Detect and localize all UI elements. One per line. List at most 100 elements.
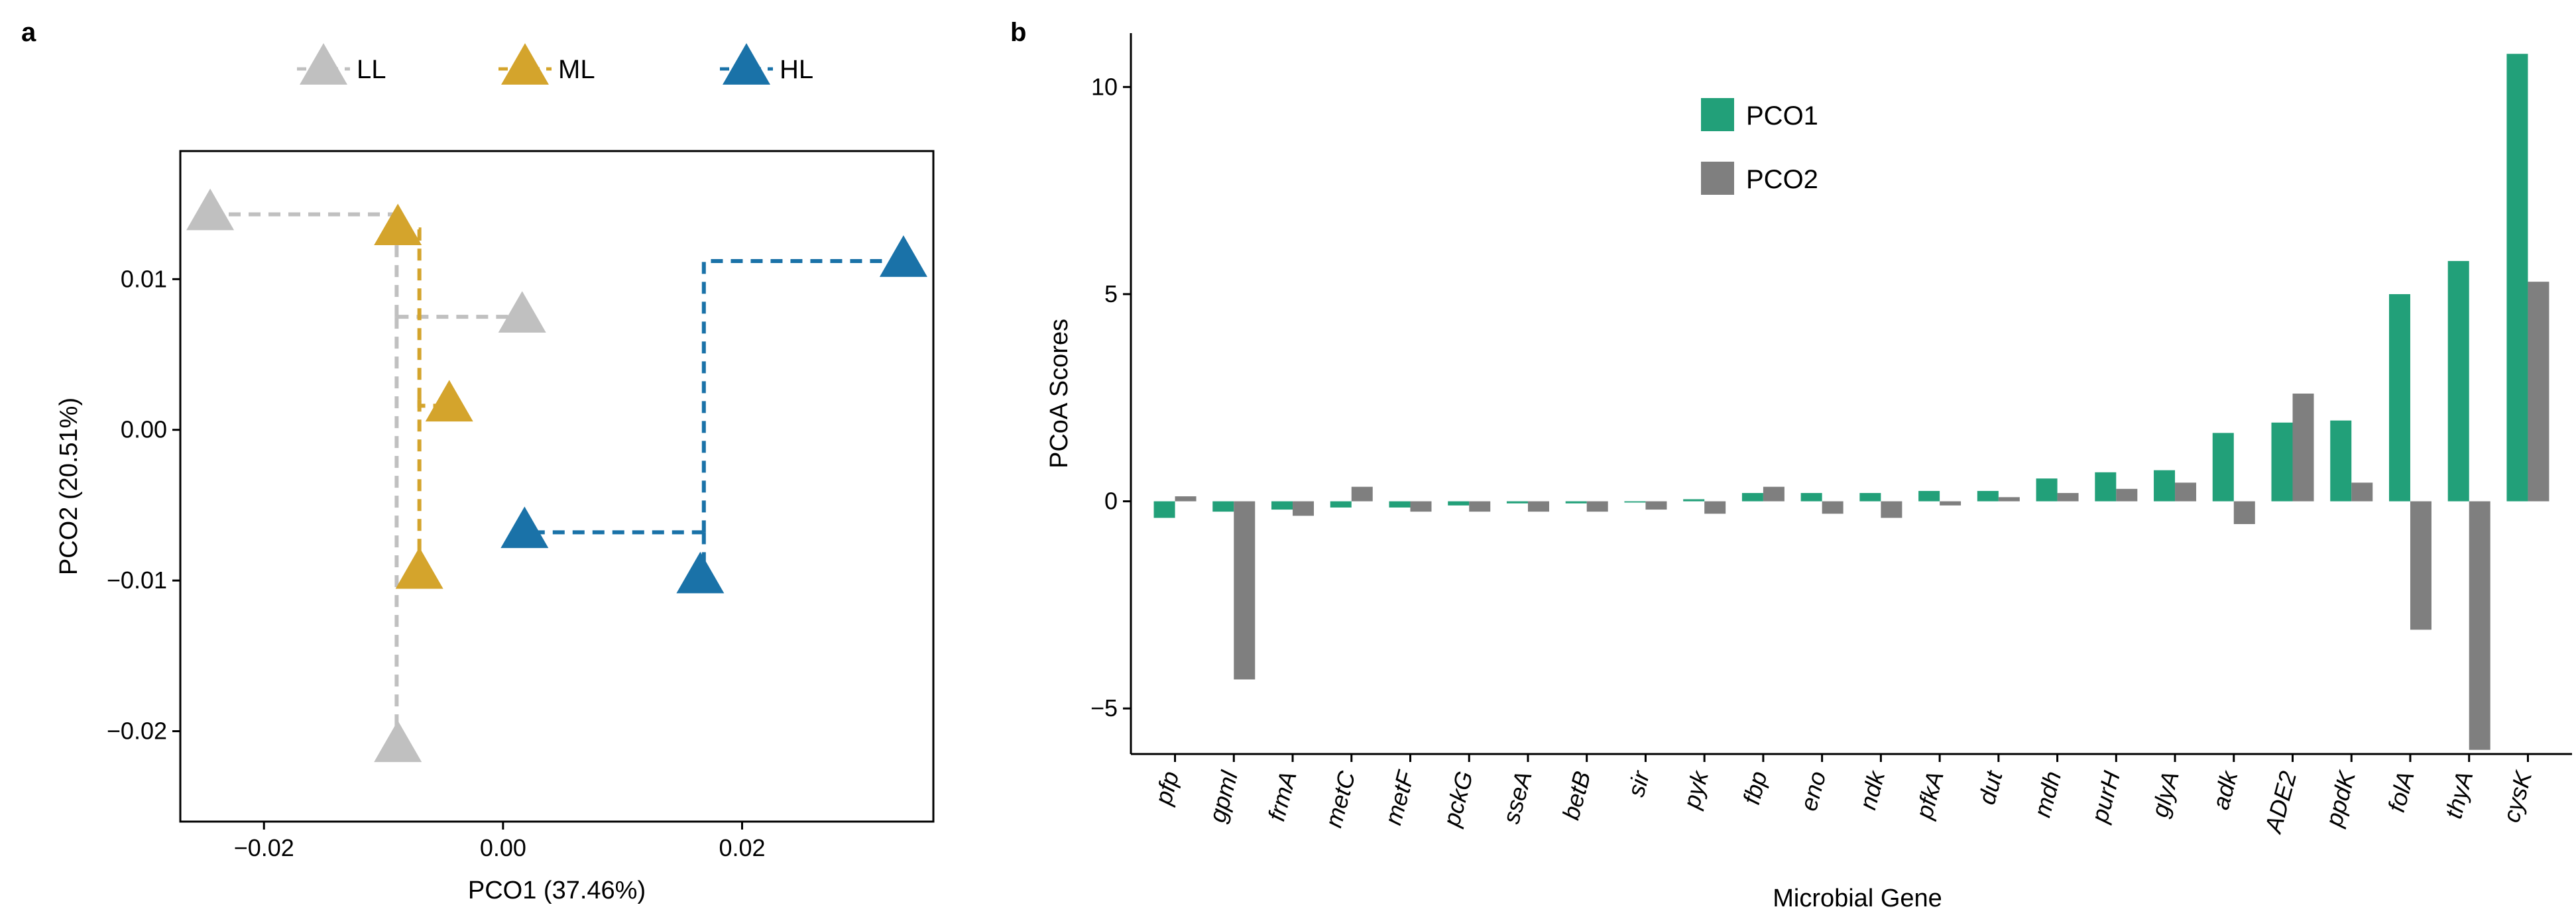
centroid-line-ll bbox=[394, 317, 399, 749]
x-tick-label-ade2: ADE2 bbox=[2259, 768, 2302, 836]
y-tick-label: 5 bbox=[1104, 280, 1118, 307]
x-tick-label-purh: purH bbox=[2085, 767, 2125, 826]
bar-pco1-pfka bbox=[1918, 490, 1940, 502]
panel-a-centroid-lines bbox=[210, 212, 904, 749]
panel-a-y-axis-label: PCO2 (20.51%) bbox=[55, 398, 83, 575]
bar-pco1-ndk bbox=[1859, 493, 1881, 502]
centroid-line-ll bbox=[210, 212, 399, 317]
x-tick-label-ssea: sseA bbox=[1497, 768, 1537, 826]
bar-pco1-thya bbox=[2447, 260, 2469, 502]
bar-pco1-metc bbox=[1330, 501, 1352, 508]
panel-b-y-axis: −5 0 5 10 bbox=[1090, 73, 1131, 722]
bar-pco2-eno bbox=[1822, 501, 1844, 514]
bar-pco2-betb bbox=[1586, 501, 1608, 512]
bar-pco2-glya bbox=[2175, 482, 2197, 502]
panel-b-label: b bbox=[1010, 18, 1026, 47]
x-tick-label: 0.00 bbox=[480, 834, 526, 861]
bar-pco1-ssea bbox=[1506, 501, 1528, 504]
x-tick-label-dut: dut bbox=[1973, 767, 2008, 808]
x-tick-label-betb: betB bbox=[1557, 768, 1596, 822]
bar-pco1-cysk bbox=[2506, 54, 2528, 502]
y-tick-label: 0.01 bbox=[121, 265, 167, 292]
y-tick-label: −0.02 bbox=[107, 718, 167, 745]
x-tick-label-mdh: mdh bbox=[2028, 768, 2067, 820]
bar-pco1-sir bbox=[1624, 501, 1646, 503]
bar-pco1-ade2 bbox=[2271, 422, 2293, 502]
bar-pco1-gpml bbox=[1212, 501, 1234, 512]
bar-pco2-ndk bbox=[1881, 501, 1903, 518]
bar-pco2-frma bbox=[1293, 501, 1315, 516]
legend-key-pco1 bbox=[1701, 98, 1734, 131]
bar-pco2-fola bbox=[2410, 501, 2431, 630]
bar-pco2-ssea bbox=[1527, 501, 1549, 512]
panel-a-plot-frame bbox=[179, 150, 935, 823]
point-ll bbox=[186, 188, 235, 231]
panel-b-bars bbox=[1153, 54, 2549, 750]
legend-label-hl: HL bbox=[780, 55, 813, 84]
panel-a-label: a bbox=[21, 18, 36, 47]
bar-pco2-metc bbox=[1351, 486, 1373, 502]
bar-pco1-glya bbox=[2154, 470, 2176, 502]
bar-pco2-fbp bbox=[1763, 486, 1785, 502]
bar-pco1-mdh bbox=[2036, 478, 2058, 502]
panel-a-legend: LL ML HL bbox=[297, 43, 813, 85]
x-tick-label-pfka: pfkA bbox=[1910, 768, 1949, 822]
bar-pco2-thya bbox=[2469, 501, 2490, 750]
panel-b-pcoa-bar-chart: b −5 0 5 10 pfp gpml frmA metC metF pckG sseA betB… bbox=[1010, 18, 2572, 912]
x-tick-label-metc: metC bbox=[1320, 767, 1361, 830]
point-hl bbox=[676, 551, 725, 594]
bar-pco1-metf bbox=[1389, 501, 1411, 508]
x-tick-label-ppdk: ppdK bbox=[2319, 767, 2361, 830]
point-ll bbox=[374, 720, 422, 763]
bar-pco2-ppdk bbox=[2351, 482, 2373, 502]
bar-pco1-adk bbox=[2212, 433, 2234, 502]
x-tick-label-thya: thyA bbox=[2439, 768, 2478, 821]
y-tick-label: 10 bbox=[1091, 73, 1118, 100]
y-tick-label: −5 bbox=[1090, 694, 1118, 722]
centroid-line-ml bbox=[398, 227, 422, 400]
x-tick-label-gpml: gpml bbox=[1203, 767, 1243, 825]
bar-pco2-pfka bbox=[1940, 501, 1961, 506]
bar-pco2-ade2 bbox=[2292, 394, 2314, 502]
bar-pco1-betb bbox=[1565, 501, 1587, 504]
centroid-line-hl bbox=[701, 259, 904, 533]
x-tick-label-adk: adk bbox=[2207, 767, 2243, 813]
legend-key-pco2 bbox=[1701, 162, 1734, 195]
x-tick-label-eno: eno bbox=[1794, 768, 1831, 814]
panel-a-x-axis-label: PCO1 (37.46%) bbox=[468, 877, 646, 904]
point-hl bbox=[879, 235, 927, 277]
x-tick-label-sir: sir bbox=[1622, 767, 1655, 800]
x-tick-label-fbp: fbp bbox=[1737, 768, 1773, 807]
bar-pco1-fbp bbox=[1741, 493, 1763, 502]
panel-b-x-tick-labels: pfp gpml frmA metC metF pckG sseA betB sir pyk fbp… bbox=[1149, 754, 2538, 837]
x-tick-label: −0.02 bbox=[234, 834, 294, 861]
bar-pco1-eno bbox=[1800, 493, 1822, 502]
bar-pco2-adk bbox=[2233, 501, 2255, 524]
legend-label-ll: LL bbox=[357, 55, 386, 84]
bar-pco2-mdh bbox=[2057, 493, 2079, 502]
bar-pco2-metf bbox=[1410, 501, 1432, 512]
bar-pco2-cysk bbox=[2528, 282, 2549, 502]
panel-a-pcoa-scatter: a LL ML HL −0.02 0.00 0.02 −0.02 −0.01 0.00 0.0… bbox=[21, 18, 935, 904]
point-ml bbox=[374, 203, 422, 246]
bar-pco1-pfp bbox=[1153, 501, 1175, 518]
x-tick-label-metf: metF bbox=[1379, 767, 1419, 828]
x-tick-label-pckg: pckG bbox=[1437, 768, 1478, 830]
y-tick-label: −0.01 bbox=[107, 567, 167, 594]
point-ml bbox=[425, 380, 473, 422]
legend-label-ml: ML bbox=[558, 55, 595, 84]
bar-pco1-pyk bbox=[1683, 499, 1705, 502]
point-ml bbox=[395, 547, 443, 589]
bar-pco1-ppdk bbox=[2330, 420, 2352, 502]
legend-symbol-ll bbox=[300, 43, 347, 85]
bar-pco1-purh bbox=[2095, 472, 2117, 502]
panel-a-x-axis: −0.02 0.00 0.02 bbox=[234, 822, 766, 861]
bar-pco2-gpml bbox=[1234, 501, 1256, 680]
bar-pco2-purh bbox=[2116, 488, 2138, 502]
bar-pco2-pckg bbox=[1469, 501, 1491, 512]
x-tick-label-glya: glyA bbox=[2146, 768, 2184, 820]
x-tick-label-pfp: pfp bbox=[1149, 768, 1184, 808]
x-tick-label: 0.02 bbox=[719, 834, 765, 861]
x-tick-label-frma: frmA bbox=[1262, 768, 1301, 824]
x-tick-label-cysk: cysK bbox=[2497, 767, 2537, 826]
